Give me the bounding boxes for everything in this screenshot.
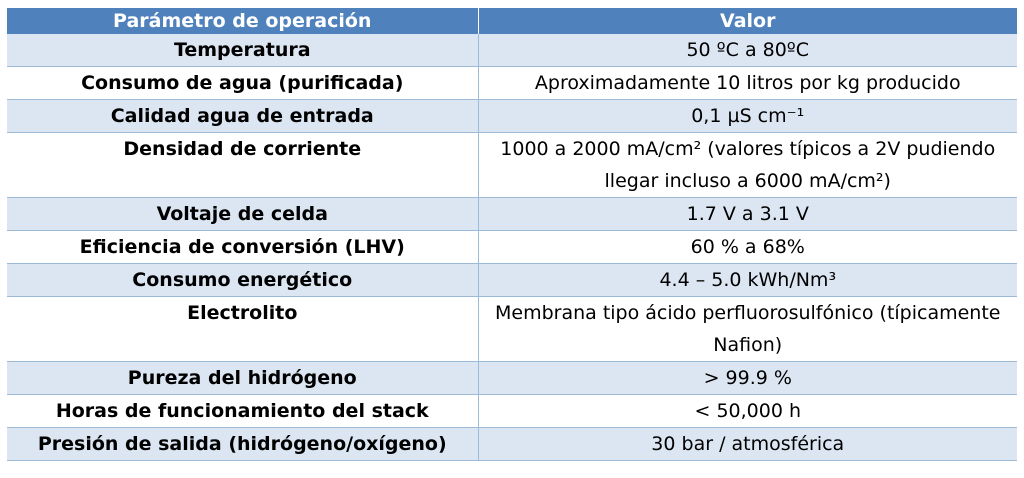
- value-cell: Aproximadamente 10 litros por kg produci…: [478, 66, 1017, 100]
- parameter-cell: Pureza del hidrógeno: [7, 361, 479, 395]
- value-cell: 30 bar / atmosférica: [478, 427, 1017, 461]
- table-row: Densidad de corriente 1000 a 2000 mA/cm²…: [7, 132, 1017, 198]
- table-row: Calidad agua de entrada 0,1 µS cm⁻¹: [7, 99, 1017, 133]
- parameter-cell: Densidad de corriente: [7, 132, 479, 198]
- value-cell: > 99.9 %: [478, 361, 1017, 395]
- table-header-row: Parámetro de operación Valor: [7, 8, 1017, 34]
- table-row: Electrolito Membrana tipo ácido perfluor…: [7, 296, 1017, 362]
- table-row: Pureza del hidrógeno > 99.9 %: [7, 361, 1017, 395]
- parameter-cell: Consumo energético: [7, 263, 479, 297]
- value-cell: 1000 a 2000 mA/cm² (valores típicos a 2V…: [478, 132, 1017, 198]
- header-value: Valor: [477, 8, 1017, 34]
- value-cell: Membrana tipo ácido perfluorosulfónico (…: [478, 296, 1017, 362]
- parameter-cell: Electrolito: [7, 296, 479, 362]
- parameter-cell: Voltaje de celda: [7, 197, 479, 231]
- parameter-cell: Eficiencia de conversión (LHV): [7, 230, 479, 264]
- value-cell: 50 ºC a 80ºC: [478, 34, 1017, 67]
- parameter-cell: Horas de funcionamiento del stack: [7, 394, 479, 428]
- table-row: Eficiencia de conversión (LHV) 60 % a 68…: [7, 230, 1017, 264]
- table-row: Horas de funcionamiento del stack < 50,0…: [7, 394, 1017, 428]
- parameter-cell: Consumo de agua (purificada): [7, 66, 479, 100]
- header-parameter: Parámetro de operación: [7, 8, 478, 34]
- value-cell: 1.7 V a 3.1 V: [478, 197, 1017, 231]
- table-row: Voltaje de celda 1.7 V a 3.1 V: [7, 197, 1017, 231]
- operation-parameters-table: Parámetro de operación Valor Temperatura…: [7, 8, 1017, 461]
- parameter-cell: Temperatura: [7, 34, 479, 67]
- table-row: Consumo energético 4.4 – 5.0 kWh/Nm³: [7, 263, 1017, 297]
- value-cell: < 50,000 h: [478, 394, 1017, 428]
- parameter-cell: Calidad agua de entrada: [7, 99, 479, 133]
- value-cell: 4.4 – 5.0 kWh/Nm³: [478, 263, 1017, 297]
- value-cell: 0,1 µS cm⁻¹: [478, 99, 1017, 133]
- table-row: Temperatura 50 ºC a 80ºC: [7, 34, 1017, 67]
- value-cell: 60 % a 68%: [478, 230, 1017, 264]
- parameter-cell: Presión de salida (hidrógeno/oxígeno): [7, 427, 479, 461]
- table-row: Presión de salida (hidrógeno/oxígeno) 30…: [7, 427, 1017, 461]
- table-row: Consumo de agua (purificada) Aproximadam…: [7, 66, 1017, 100]
